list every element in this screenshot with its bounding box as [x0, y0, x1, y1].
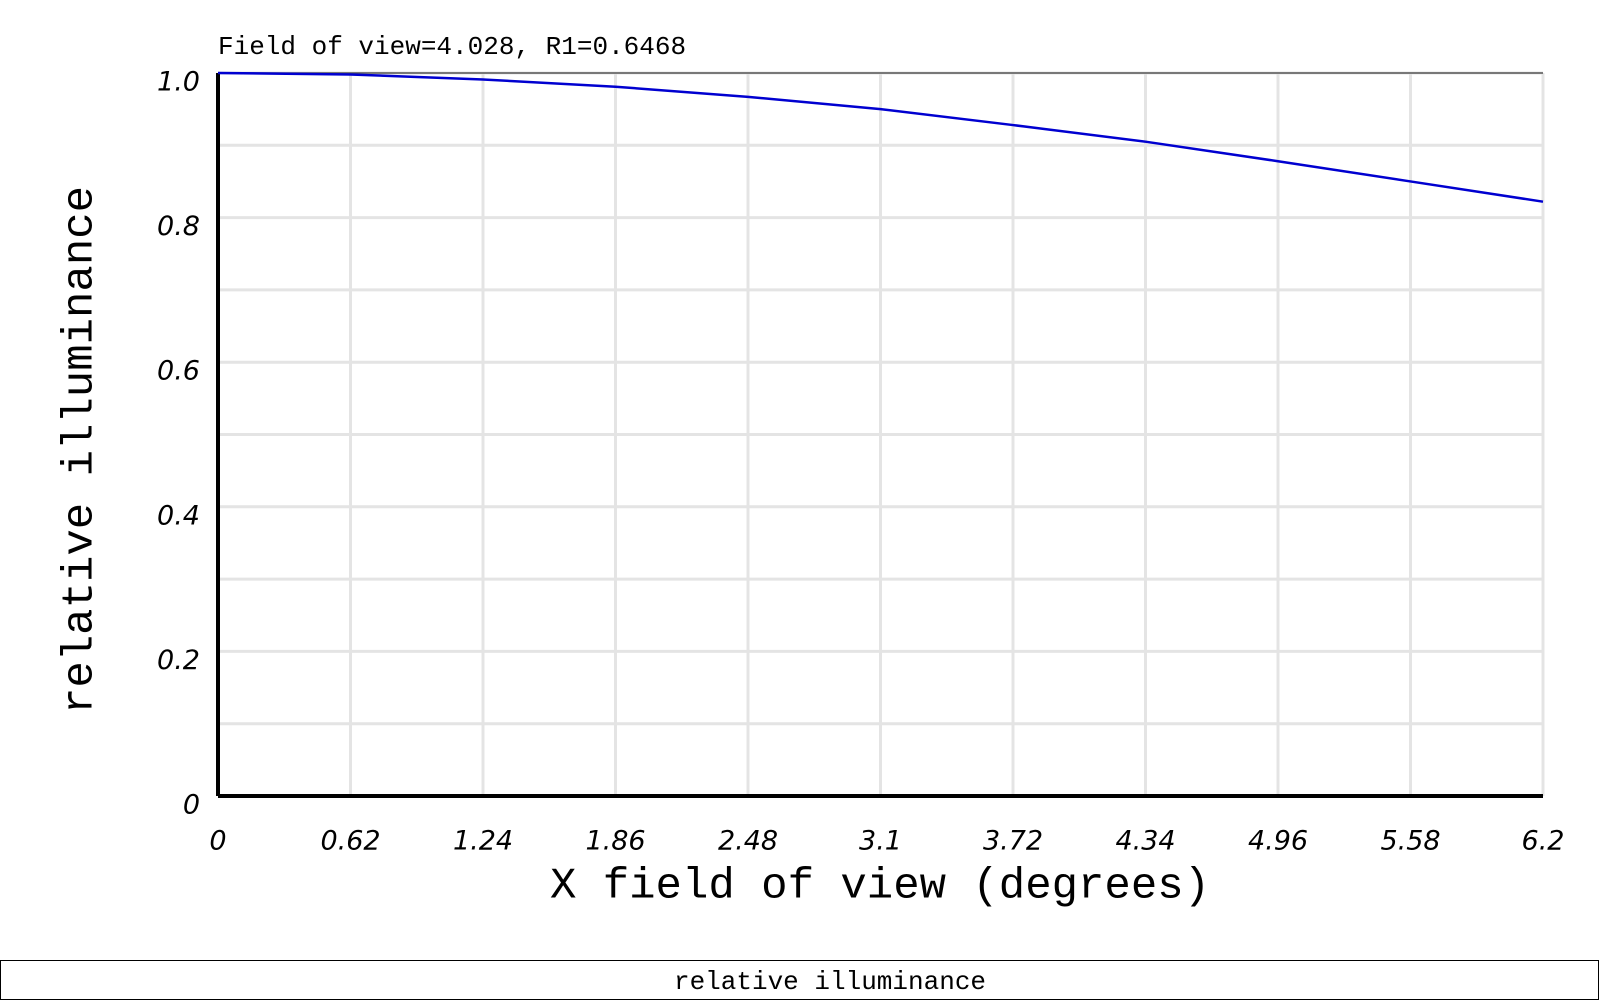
x-tick-label: 5.58	[1380, 826, 1440, 857]
y-axis-label: relative illuminance	[56, 186, 106, 714]
x-tick-label: 3.1	[859, 826, 902, 857]
legend-box	[0, 960, 1599, 1000]
x-tick-label: 6.2	[1522, 826, 1565, 857]
legend-entry: relative illuminance	[674, 967, 986, 997]
data-line	[217, 71, 1544, 203]
y-tick-label: 0.6	[157, 356, 200, 387]
x-tick-label: 1.24	[453, 826, 513, 857]
x-tick-label: 3.72	[983, 826, 1043, 857]
y-tick-label: 0	[183, 790, 200, 821]
x-tick-label: 2.48	[718, 826, 778, 857]
y-tick-label: 1.0	[157, 67, 200, 98]
x-tick-label: 1.86	[585, 826, 645, 857]
x-tick-label: 0	[209, 826, 226, 857]
y-tick-label: 0.8	[157, 211, 200, 242]
x-tick-label: 4.34	[1115, 826, 1175, 857]
chart-title: Field of view=4.028, R1=0.6468	[218, 32, 686, 62]
x-tick-label: 4.96	[1248, 826, 1308, 857]
x-axis-label: X field of view (degrees)	[550, 862, 1210, 912]
y-tick-label: 0.4	[157, 500, 200, 531]
y-tick-label: 0.2	[157, 645, 200, 676]
x-tick-label: 0.62	[320, 826, 380, 857]
